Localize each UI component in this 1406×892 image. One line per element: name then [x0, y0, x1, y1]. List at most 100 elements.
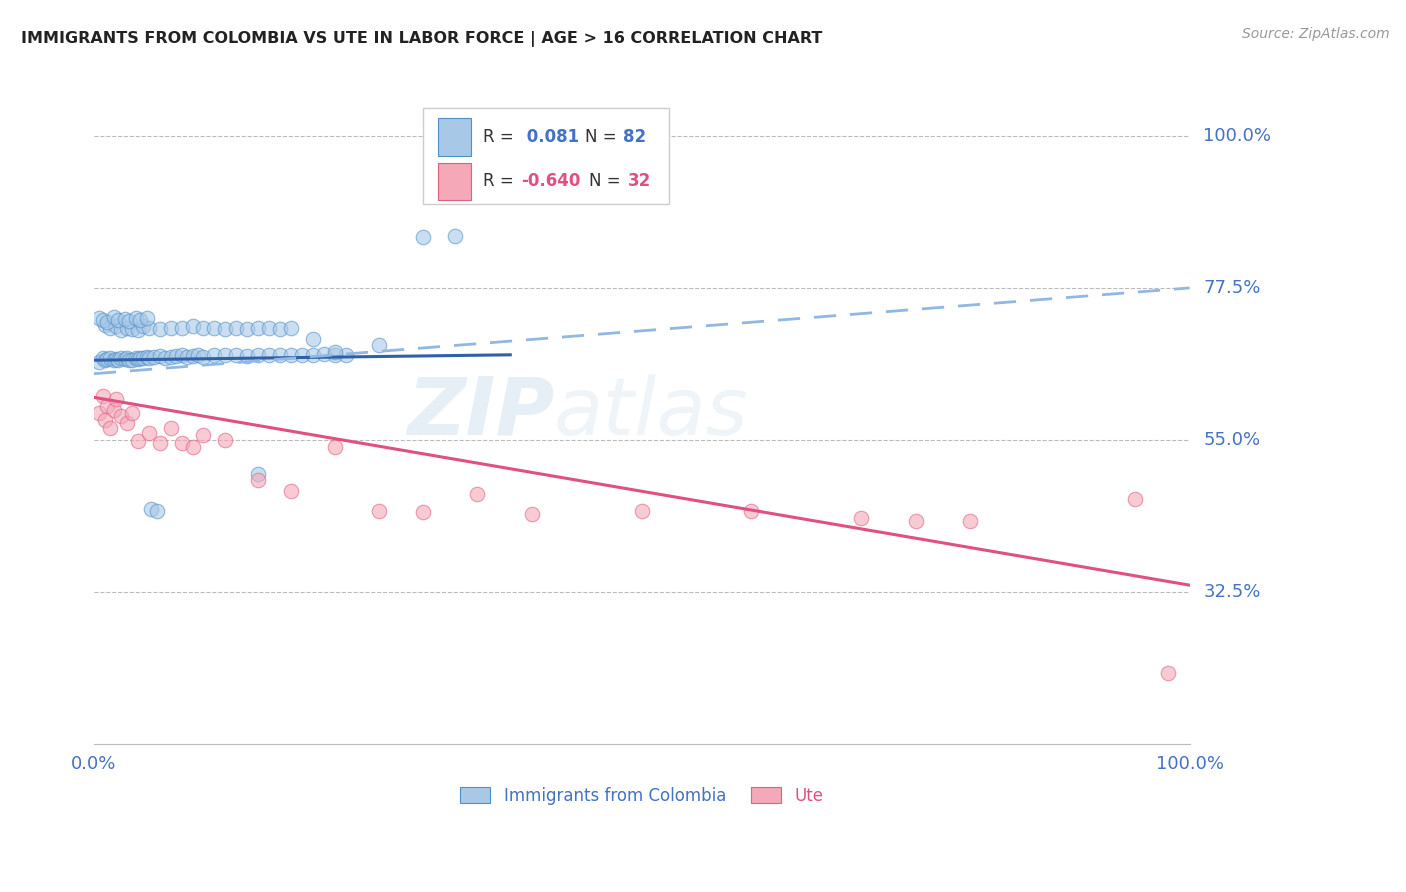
Point — [91, 389, 114, 403]
Text: R =: R = — [482, 128, 519, 145]
Point — [118, 353, 141, 368]
Point — [115, 351, 138, 365]
Point — [444, 228, 467, 243]
Point — [280, 483, 302, 498]
Point — [124, 310, 146, 325]
Point — [124, 351, 146, 366]
Text: IMMIGRANTS FROM COLOMBIA VS UTE IN LABOR FORCE | AGE > 16 CORRELATION CHART: IMMIGRANTS FROM COLOMBIA VS UTE IN LABOR… — [21, 31, 823, 47]
Point — [170, 321, 193, 335]
Point — [110, 324, 132, 338]
Point — [115, 416, 138, 430]
Point — [312, 347, 335, 361]
Text: R =: R = — [482, 172, 519, 190]
Point — [103, 310, 125, 324]
Point — [193, 427, 215, 442]
Point — [138, 321, 160, 335]
Point — [91, 312, 114, 326]
Point — [89, 406, 111, 420]
Point — [170, 349, 193, 363]
Point — [247, 321, 270, 335]
Point — [143, 350, 166, 364]
FancyBboxPatch shape — [439, 162, 471, 201]
Point — [280, 321, 302, 335]
Point — [904, 514, 927, 528]
Point — [193, 320, 215, 334]
Point — [1123, 492, 1146, 507]
Point — [149, 436, 172, 450]
Point — [170, 436, 193, 450]
Point — [107, 313, 129, 327]
Point — [121, 322, 143, 336]
Point — [94, 353, 117, 368]
Point — [181, 349, 204, 363]
Point — [849, 510, 872, 524]
Point — [214, 433, 236, 447]
Point — [121, 406, 143, 420]
Point — [103, 353, 125, 368]
Point — [89, 311, 111, 326]
Point — [104, 392, 127, 407]
Point — [280, 348, 302, 362]
Point — [630, 504, 652, 518]
Text: 32: 32 — [627, 172, 651, 190]
Point — [323, 440, 346, 454]
Text: N =: N = — [585, 128, 621, 145]
Point — [412, 505, 434, 519]
Point — [291, 349, 314, 363]
Point — [269, 349, 291, 363]
Legend: Immigrants from Colombia, Ute: Immigrants from Colombia, Ute — [454, 780, 830, 812]
Point — [247, 474, 270, 488]
Text: 32.5%: 32.5% — [1204, 582, 1261, 601]
Point — [181, 319, 204, 334]
Point — [107, 352, 129, 367]
Point — [115, 320, 138, 334]
Point — [138, 351, 160, 366]
Point — [302, 332, 325, 346]
Point — [139, 501, 162, 516]
Point — [94, 318, 117, 332]
Point — [302, 348, 325, 362]
Point — [323, 349, 346, 363]
Point — [269, 322, 291, 336]
FancyBboxPatch shape — [423, 109, 669, 204]
Point — [110, 351, 132, 366]
Point — [138, 426, 160, 441]
Point — [467, 487, 489, 501]
Point — [247, 467, 270, 481]
Point — [522, 507, 544, 521]
Point — [104, 351, 127, 366]
Point — [110, 409, 132, 424]
Point — [367, 504, 389, 518]
Point — [740, 504, 762, 518]
Point — [96, 399, 118, 413]
Point — [132, 319, 155, 334]
Point — [335, 348, 357, 362]
Text: 55.0%: 55.0% — [1204, 431, 1261, 449]
Point — [121, 352, 143, 367]
Point — [103, 402, 125, 417]
Point — [204, 321, 226, 335]
Point — [146, 504, 169, 518]
Point — [176, 350, 198, 364]
Point — [96, 351, 118, 366]
Text: -0.640: -0.640 — [522, 172, 581, 190]
Text: 0.081: 0.081 — [522, 128, 579, 145]
Point — [129, 351, 152, 366]
Point — [153, 351, 176, 365]
Point — [114, 351, 136, 366]
Point — [193, 350, 215, 364]
Point — [159, 320, 181, 334]
Point — [181, 440, 204, 454]
Point — [114, 312, 136, 326]
Point — [165, 349, 187, 363]
Point — [98, 321, 121, 335]
Text: 77.5%: 77.5% — [1204, 279, 1261, 297]
Text: atlas: atlas — [554, 374, 749, 452]
Text: 82: 82 — [623, 128, 647, 145]
Point — [129, 312, 152, 326]
Point — [225, 320, 247, 334]
Point — [132, 351, 155, 365]
FancyBboxPatch shape — [439, 118, 471, 155]
Point — [159, 421, 181, 435]
Point — [149, 322, 172, 336]
